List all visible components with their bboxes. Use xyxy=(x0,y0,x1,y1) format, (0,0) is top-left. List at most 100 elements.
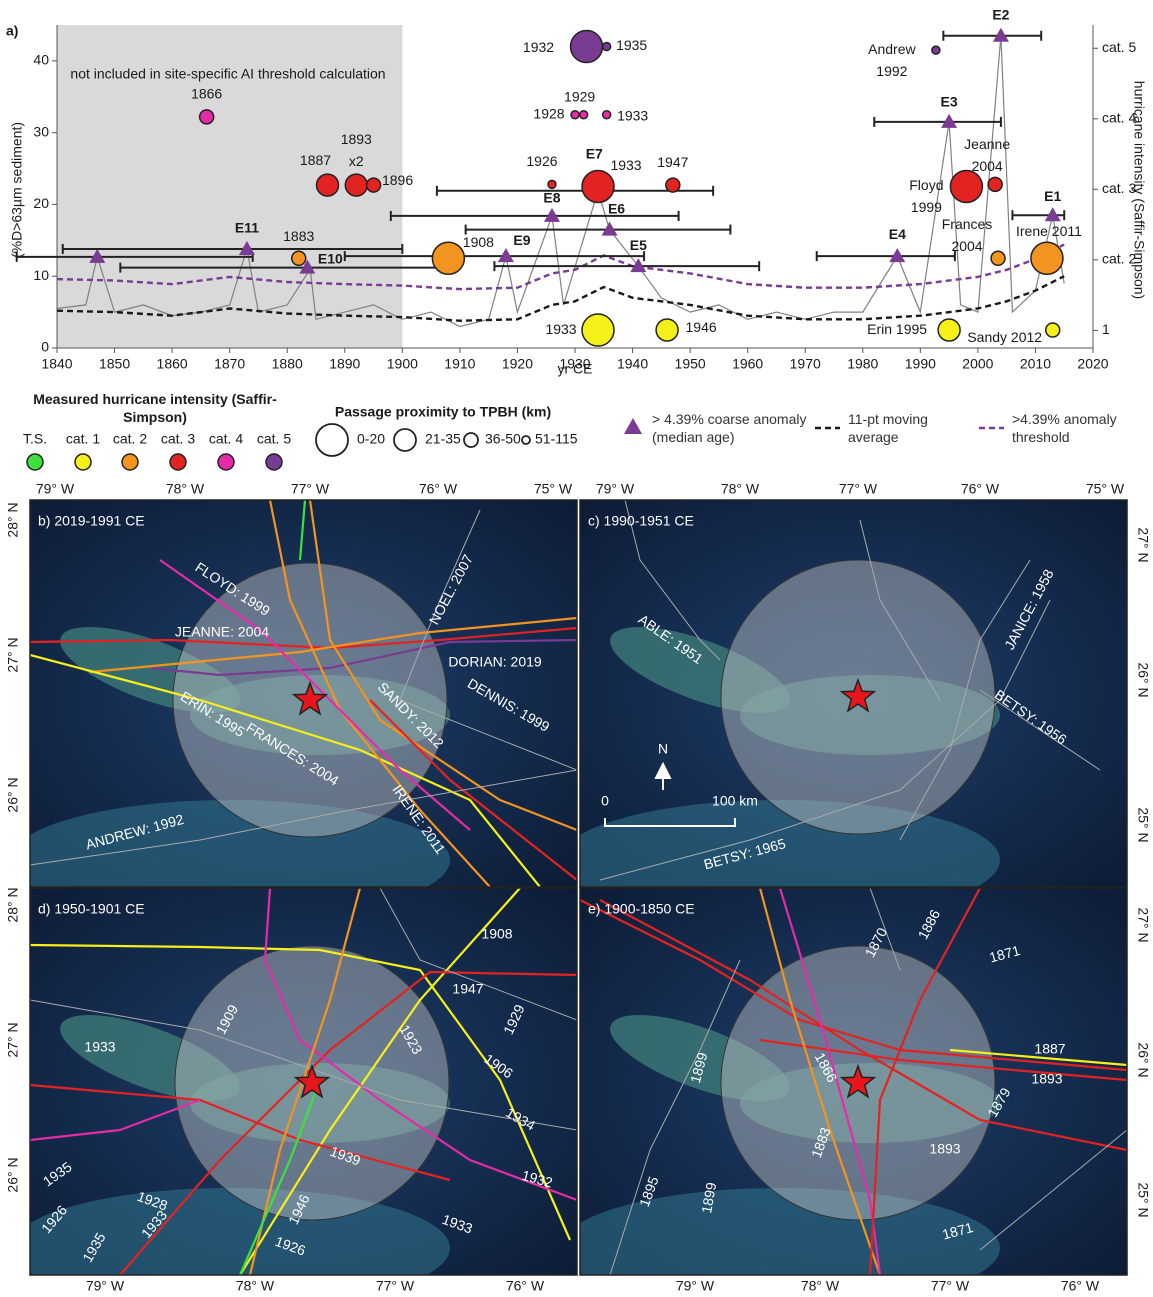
hurricane-marker xyxy=(932,46,940,54)
hurricane-marker xyxy=(1046,323,1060,337)
hurricane-label: 1893 xyxy=(341,131,372,147)
x-tick-label: 1870 xyxy=(214,356,245,372)
legend-label: 0-20 xyxy=(357,431,385,447)
lat-tick-label: 28° N xyxy=(5,887,21,922)
map-panel xyxy=(560,888,1127,1297)
storm-label: 100 km xyxy=(712,793,758,809)
lon-tick-label: 76° W xyxy=(506,1278,545,1294)
x-tick-label: 2000 xyxy=(962,356,993,372)
legend-label: cat. 2 xyxy=(113,431,147,447)
lon-tick-label: 78° W xyxy=(166,481,205,497)
hurricane-marker xyxy=(603,111,611,119)
anomaly-label: E1 xyxy=(1044,188,1061,204)
hurricane-label: 1883 xyxy=(283,228,314,244)
map-panel xyxy=(560,500,1127,920)
legend-swatch xyxy=(266,454,282,470)
storm-label: 1908 xyxy=(481,926,512,942)
legend-label: 51-115 xyxy=(535,431,578,447)
hurricane-label: 1926 xyxy=(526,153,557,169)
x-tick-label: 2020 xyxy=(1077,356,1108,372)
lon-tick-label: 79° W xyxy=(596,481,635,497)
hurricane-marker xyxy=(367,178,381,192)
legend-label: T.S. xyxy=(23,431,47,447)
hurricane-label: 2004 xyxy=(951,238,982,254)
lon-tick-label: 79° W xyxy=(676,1278,715,1294)
y-tick-label: 20 xyxy=(33,195,49,211)
x-tick-label: 1960 xyxy=(732,356,763,372)
hurricane-label: 1947 xyxy=(657,154,688,170)
legend-swatch xyxy=(122,454,138,470)
hurricane-marker xyxy=(571,111,579,119)
legend-swatch xyxy=(218,454,234,470)
storm-label: 1893 xyxy=(929,1141,960,1157)
x-tick-label: 1930 xyxy=(559,356,590,372)
legend-swatch xyxy=(464,433,478,447)
hurricane-marker xyxy=(580,111,588,119)
lon-tick-label: 78° W xyxy=(236,1278,275,1294)
lon-tick-label: 78° W xyxy=(721,481,760,497)
storm-label: N xyxy=(658,741,668,757)
lon-tick-label: 75° W xyxy=(1086,481,1125,497)
hurricane-label: Frances xyxy=(942,216,993,232)
x-tick-label: 1990 xyxy=(905,356,936,372)
panel-label: a) xyxy=(6,23,18,39)
anomaly-label: E4 xyxy=(889,226,906,242)
y-tick-label: 40 xyxy=(33,52,49,68)
figure-canvas: a) not included in site-specific AI thre… xyxy=(0,0,1153,1297)
hurricane-label: 1887 xyxy=(300,152,331,168)
lon-tick-label: 75° W xyxy=(534,481,573,497)
legend-title: Measured hurricane intensity (Saffir-Sim… xyxy=(30,390,280,426)
storm-label: 0 xyxy=(601,793,609,809)
lat-tick-label: 27° N xyxy=(1135,527,1151,562)
legend-label: > 4.39% coarse anomaly (median age) xyxy=(652,410,807,446)
hurricane-marker xyxy=(582,314,614,346)
hurricane-label: 1933 xyxy=(617,107,648,123)
lon-tick-label: 76° W xyxy=(419,481,458,497)
hurricane-label: 1928 xyxy=(533,105,564,121)
lat-tick-label: 27° N xyxy=(5,1022,21,1057)
figure: a) not included in site-specific AI thre… xyxy=(0,0,1153,1297)
anomaly-label: E8 xyxy=(543,190,560,206)
lat-tick-label: 26° N xyxy=(1135,1042,1151,1077)
panel-title: b) 2019-1991 CE xyxy=(38,513,145,529)
x-tick-label: 1860 xyxy=(157,356,188,372)
hurricane-marker xyxy=(938,319,960,341)
y2-tick-label: cat. 2 xyxy=(1102,251,1136,267)
lat-tick-label: 27° N xyxy=(1135,907,1151,942)
hurricane-label: Erin 1995 xyxy=(867,321,927,337)
hurricane-marker xyxy=(1031,242,1063,274)
legend-swatch xyxy=(170,454,186,470)
hurricane-marker xyxy=(666,178,680,192)
storm-label: 1893 xyxy=(1031,1071,1062,1087)
legend-swatch xyxy=(75,454,91,470)
y2-tick-label: cat. 3 xyxy=(1102,180,1136,196)
hurricane-marker xyxy=(345,174,367,196)
anomaly-label: E9 xyxy=(513,232,530,248)
hurricane-label: 1999 xyxy=(911,199,942,215)
annotation: not included in site-specific AI thresho… xyxy=(70,66,385,82)
y2-tick-label: cat. 4 xyxy=(1102,110,1136,126)
x-tick-label: 1920 xyxy=(502,356,533,372)
x-tick-label: 1980 xyxy=(847,356,878,372)
y-tick-label: 0 xyxy=(41,339,49,355)
x-tick-label: 2010 xyxy=(1020,356,1051,372)
legend-swatch xyxy=(27,454,43,470)
hurricane-marker xyxy=(950,171,982,203)
hurricane-label: 1896 xyxy=(382,172,413,188)
legend-label: cat. 4 xyxy=(209,431,243,447)
legend-label: 36-50 xyxy=(485,431,521,447)
hurricane-label: 1933 xyxy=(545,321,576,337)
hurricane-label: 1929 xyxy=(564,88,595,104)
anomaly-label: E10 xyxy=(318,250,343,266)
y-tick-label: 10 xyxy=(33,267,49,283)
hurricane-marker xyxy=(317,174,339,196)
anomaly-label: E11 xyxy=(235,220,259,236)
lat-tick-label: 26° N xyxy=(5,1157,21,1192)
storm-label: JEANNE: 2004 xyxy=(175,624,269,640)
x-tick-label: 1880 xyxy=(272,356,303,372)
lat-tick-label: 26° N xyxy=(1135,662,1151,697)
y-tick-label: 30 xyxy=(33,123,49,139)
panel-title: d) 1950-1901 CE xyxy=(38,901,145,917)
legend-swatch xyxy=(522,436,530,444)
storm-label: 1887 xyxy=(1034,1041,1065,1057)
